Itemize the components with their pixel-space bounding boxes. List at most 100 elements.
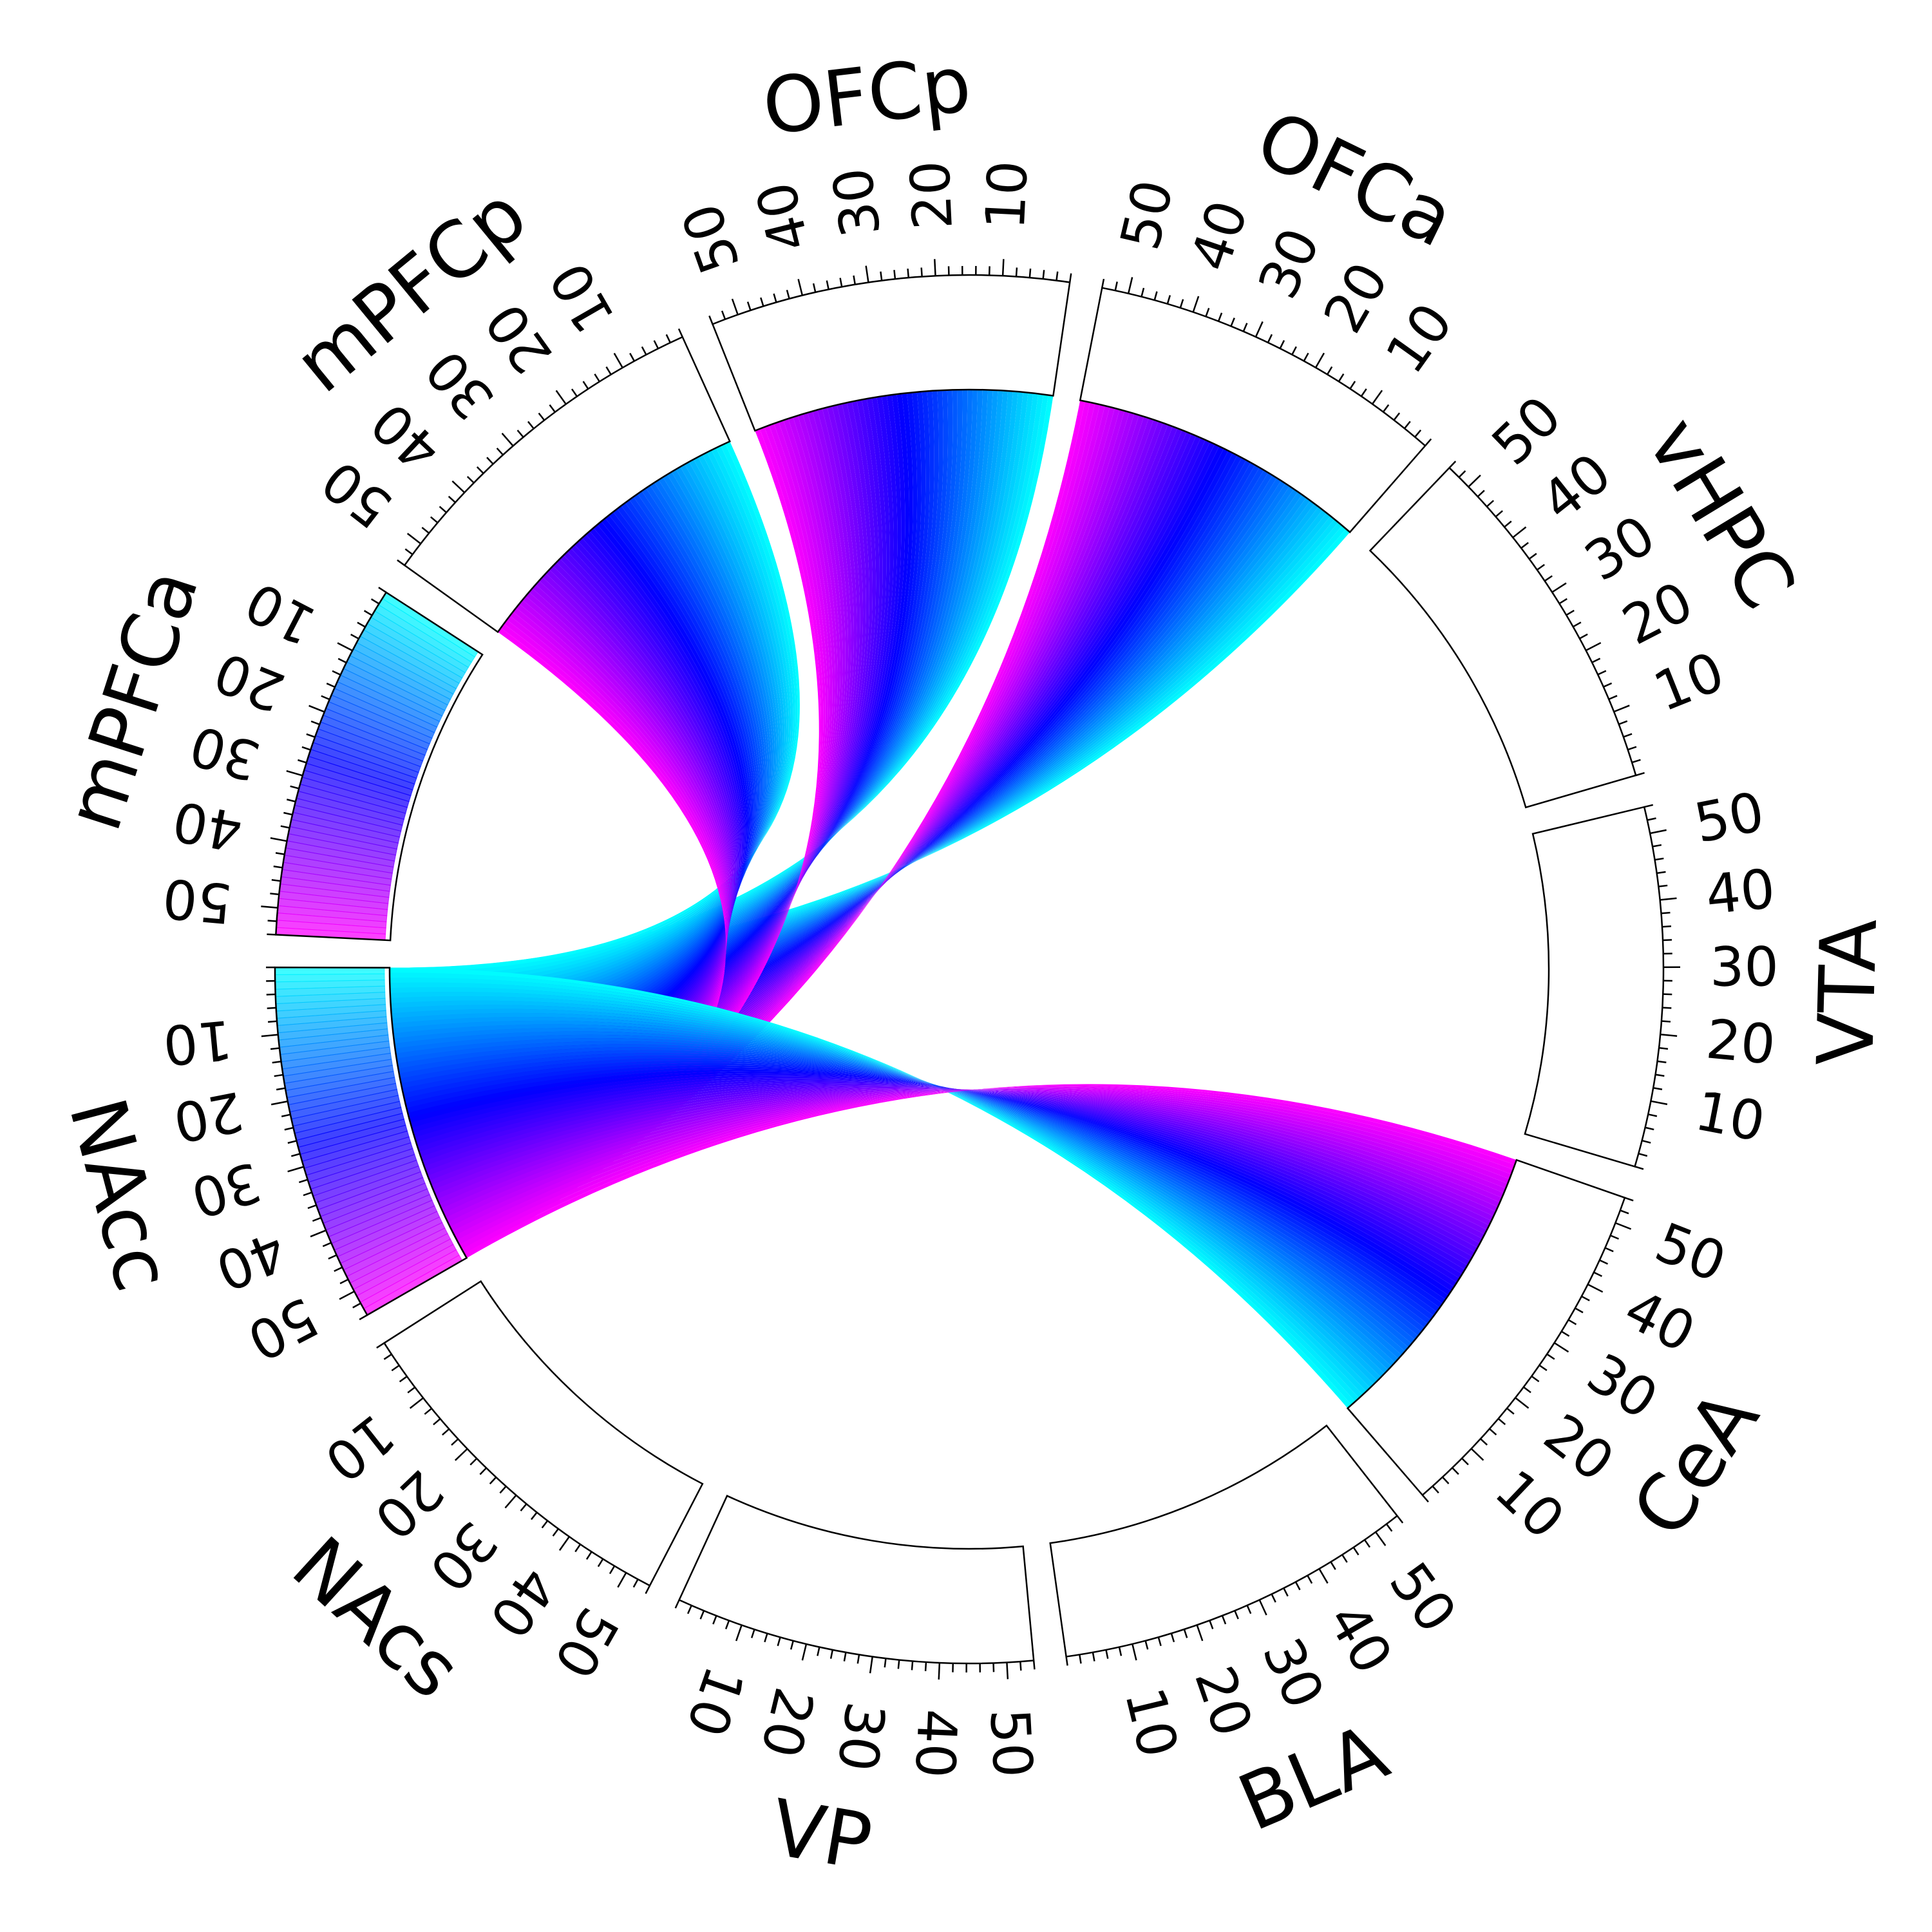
minor-tick xyxy=(1608,695,1618,700)
minor-tick xyxy=(1267,334,1273,343)
minor-tick xyxy=(760,297,764,307)
major-tick xyxy=(454,1448,468,1461)
link-ribbons xyxy=(390,390,1517,1408)
major-tick xyxy=(339,1291,355,1300)
minor-tick xyxy=(1338,373,1345,383)
minor-tick xyxy=(1242,323,1248,332)
minor-tick xyxy=(893,270,896,279)
minor-tick xyxy=(275,852,285,855)
minor-tick xyxy=(1579,633,1588,639)
minor-tick xyxy=(829,1649,834,1659)
minor-tick xyxy=(817,1647,820,1656)
tick-label: 30 xyxy=(1250,1629,1336,1718)
minor-tick xyxy=(303,1191,312,1197)
sector-track-nacc xyxy=(274,966,468,1316)
major-tick xyxy=(1587,1283,1604,1293)
major-tick xyxy=(1649,829,1667,835)
minor-tick xyxy=(1539,1364,1548,1371)
minor-tick xyxy=(326,683,336,688)
tick-label: 30 xyxy=(820,164,893,241)
minor-tick xyxy=(407,1387,416,1394)
minor-tick xyxy=(298,759,307,764)
minor-tick xyxy=(1495,510,1503,518)
minor-tick xyxy=(1523,1386,1531,1394)
major-tick xyxy=(1127,277,1133,294)
tick-label: 50 xyxy=(1108,174,1186,256)
minor-tick xyxy=(479,1467,488,1475)
minor-tick xyxy=(1597,670,1607,676)
minor-tick xyxy=(1575,1307,1584,1314)
minor-tick xyxy=(1307,1575,1313,1584)
tick-label: 30 xyxy=(1246,219,1332,308)
minor-tick xyxy=(773,293,777,303)
tick-label: 20 xyxy=(1613,569,1703,657)
tick-label: 50 xyxy=(978,1707,1045,1779)
major-tick xyxy=(1371,390,1383,405)
major-tick xyxy=(938,1662,941,1680)
minor-tick xyxy=(350,634,359,639)
minor-tick xyxy=(629,352,636,362)
minor-tick xyxy=(281,1113,291,1117)
minor-tick xyxy=(1205,307,1210,317)
sector-label-ofcp: OFCp xyxy=(758,39,975,153)
sector-track-ofca xyxy=(1079,287,1426,534)
minor-tick xyxy=(376,1342,385,1349)
minor-tick xyxy=(1042,270,1045,279)
minor-tick xyxy=(1448,460,1457,469)
major-tick xyxy=(1551,582,1567,593)
minor-tick xyxy=(1591,658,1601,663)
minor-tick xyxy=(451,1438,459,1446)
major-tick xyxy=(337,642,353,652)
tick-label: 20 xyxy=(1182,1658,1265,1744)
minor-tick xyxy=(552,1528,559,1537)
minor-tick xyxy=(267,1007,276,1009)
minor-tick xyxy=(1654,857,1664,861)
minor-tick xyxy=(271,879,281,882)
minor-tick xyxy=(924,1662,927,1671)
minor-tick xyxy=(1291,346,1297,355)
major-tick xyxy=(261,1034,278,1037)
minor-tick xyxy=(489,1476,497,1484)
minor-tick xyxy=(287,799,296,802)
major-tick xyxy=(613,352,623,368)
minor-tick xyxy=(1623,733,1633,738)
tick-label: 50 xyxy=(670,196,752,281)
minor-tick xyxy=(641,346,647,355)
tick-label: 20 xyxy=(1703,1007,1778,1077)
minor-tick xyxy=(273,866,283,869)
minor-tick xyxy=(363,610,373,616)
major-tick xyxy=(1553,1342,1569,1353)
minor-tick xyxy=(1566,609,1575,616)
minor-tick xyxy=(843,1652,847,1662)
minor-tick xyxy=(1385,1523,1393,1532)
minor-tick xyxy=(1230,317,1235,327)
minor-tick xyxy=(312,1217,321,1222)
minor-tick xyxy=(826,280,829,290)
minor-tick xyxy=(466,476,475,484)
major-tick xyxy=(1258,1599,1267,1616)
ribbon-band xyxy=(441,1089,1498,1213)
minor-tick xyxy=(1271,1593,1276,1603)
minor-tick xyxy=(1019,1661,1022,1671)
major-tick xyxy=(555,390,567,405)
minor-tick xyxy=(541,1520,549,1529)
minor-tick xyxy=(653,340,659,349)
sector-label-vta: VTA xyxy=(1801,918,1895,1067)
tick-label: 10 xyxy=(1645,639,1733,724)
minor-tick xyxy=(1504,520,1512,528)
minor-tick xyxy=(1056,271,1059,281)
minor-tick xyxy=(270,1047,280,1050)
ribbon-band xyxy=(439,1089,1496,1217)
minor-tick xyxy=(538,412,545,421)
minor-tick xyxy=(721,310,726,320)
major-tick xyxy=(270,1100,288,1106)
minor-tick xyxy=(1477,489,1485,498)
minor-tick xyxy=(476,466,484,474)
major-tick xyxy=(801,1643,808,1661)
minor-tick xyxy=(1101,278,1105,289)
minor-tick xyxy=(1246,1605,1252,1615)
major-tick xyxy=(1468,474,1481,488)
minor-tick xyxy=(582,381,589,390)
minor-tick xyxy=(370,598,380,605)
